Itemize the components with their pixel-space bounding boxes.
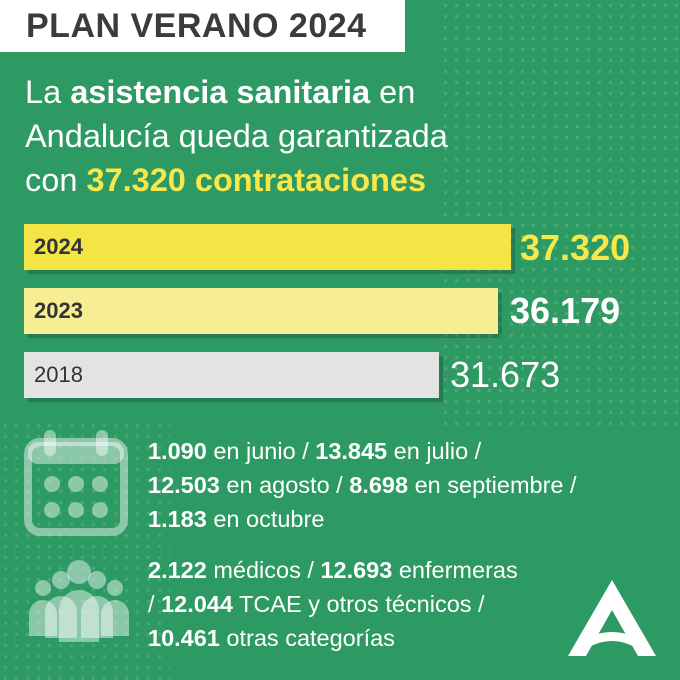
headline-text: Andalucía queda garantizada [25, 118, 448, 154]
stat-number: 1.090 [148, 438, 207, 464]
calendar-icon [24, 430, 128, 536]
stat-number: 12.693 [320, 557, 393, 583]
headline: La asistencia sanitaria en Andalucía que… [25, 70, 665, 202]
value-2024: 37.320 [520, 227, 631, 268]
bar-2024: 2024 [24, 224, 511, 270]
stat-text: médicos / [206, 557, 321, 583]
stat-text: en agosto / [219, 472, 350, 498]
value-2018: 31.673 [450, 354, 561, 395]
junta-andalucia-logo-icon [568, 580, 656, 656]
stat-number: 2.122 [148, 557, 207, 583]
bar-2018: 2018 [24, 352, 439, 398]
dot-pattern-left [0, 420, 170, 680]
headline-text: La [25, 74, 71, 110]
categories-breakdown: 2.122 médicos / 12.693 enfermeras / 12.0… [148, 553, 663, 655]
stat-number: 10.461 [148, 625, 220, 651]
stat-text: TCAE y otros técnicos / [232, 591, 485, 617]
stat-text: otras categorías [219, 625, 395, 651]
stat-text: enfermeras [392, 557, 518, 583]
stat-text: / [148, 591, 162, 617]
stat-number: 8.698 [349, 472, 409, 498]
stat-number: 1.183 [148, 506, 207, 532]
plan-badge: PLAN VERANO 2024 [0, 0, 405, 52]
stat-number: 12.503 [148, 472, 220, 498]
months-breakdown: 1.090 en junio / 13.845 en julio / 12.50… [148, 434, 663, 536]
stat-text: en septiembre / [408, 472, 577, 498]
stat-text: en octubre [206, 506, 325, 532]
headline-bold: asistencia sanitaria [70, 74, 371, 110]
stat-number: 13.845 [315, 438, 388, 464]
headline-text: con [25, 162, 87, 198]
dot-pattern-right [440, 0, 680, 430]
bar-2023: 2023 [24, 288, 498, 334]
stat-number: 12.044 [161, 591, 233, 617]
stat-text: en junio / [206, 438, 316, 464]
people-group-icon [29, 560, 129, 642]
headline-text: en [370, 74, 416, 110]
value-2023: 36.179 [510, 290, 621, 331]
headline-highlight: 37.320 contrataciones [86, 162, 427, 198]
stat-text: en julio / [387, 438, 482, 464]
